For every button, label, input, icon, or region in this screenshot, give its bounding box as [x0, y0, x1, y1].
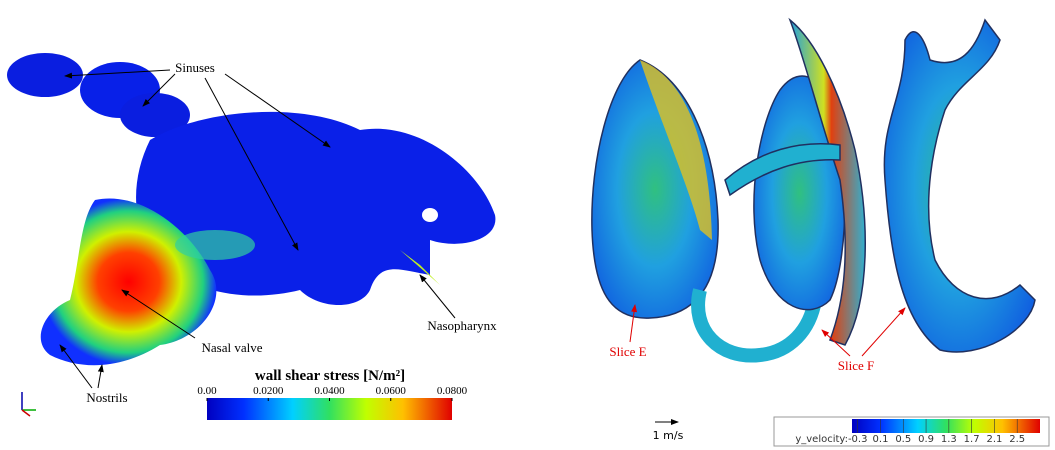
colorbar-tick-label: 0.0800 — [437, 385, 468, 397]
colorbar-tick-label: 0.5 — [895, 434, 911, 445]
colorbar-tick-label: -0.3 — [848, 434, 868, 445]
colorbar-title: wall shear stress [N/m²] — [255, 368, 405, 384]
colorbar-tick-label: 0.00 — [197, 385, 217, 397]
axes-triad — [22, 392, 36, 416]
slice-e-label: Slice E — [609, 344, 646, 359]
nasal-geometry — [7, 53, 495, 365]
colorbar-tick-label: 2.1 — [986, 434, 1002, 445]
nostrils-label: Nostrils — [86, 390, 127, 405]
colorbar-tick-label: 0.9 — [918, 434, 934, 445]
colorbar-tick-label: 0.0600 — [376, 385, 407, 397]
colorbar-tick-label: 1.3 — [941, 434, 957, 445]
colorbar-tick-label: 0.0200 — [253, 385, 284, 397]
nasopharynx-label: Nasopharynx — [427, 318, 497, 333]
velocity-slices — [592, 20, 1035, 356]
colorbar-tick-label: 0.0400 — [314, 385, 345, 397]
nasal-valve-label: Nasal valve — [201, 340, 262, 355]
colorbar-tick-label: 2.5 — [1009, 434, 1025, 445]
colorbar-title: y_velocity: — [795, 434, 848, 445]
scale-arrow-label: 1 m/s — [653, 429, 684, 442]
colorbar-tick-label: 1.7 — [964, 434, 980, 445]
page: {"left_panel": { "labels": {"sinuses": "… — [0, 0, 1055, 450]
slice-f-label: Slice F — [838, 358, 874, 373]
colorbar-tick-label: 0.1 — [873, 434, 889, 445]
figure: Sinuses Nasal valve Nostrils Nasopharynx… — [0, 0, 1055, 450]
colorbar — [207, 398, 452, 420]
sinuses-label: Sinuses — [175, 60, 215, 75]
